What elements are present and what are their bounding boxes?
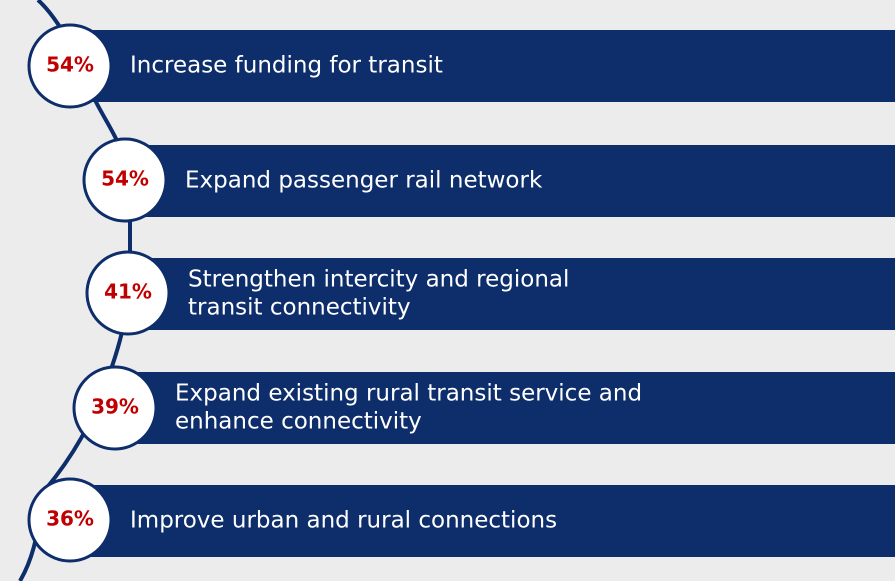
- item-bar: [125, 145, 895, 217]
- item-label: Strengthen intercity and regional: [188, 267, 569, 293]
- item-label: Expand existing rural transit service an…: [175, 381, 642, 407]
- percent-label: 54%: [46, 53, 94, 77]
- item-label: transit connectivity: [188, 295, 411, 321]
- percent-circle: [72, 365, 158, 451]
- percent-label: 54%: [101, 167, 149, 191]
- percent-circle: [85, 250, 171, 336]
- item-bar: [128, 258, 895, 330]
- item-label: Expand passenger rail network: [185, 168, 543, 194]
- percent-circle: [27, 23, 113, 109]
- percent-label: 41%: [104, 280, 152, 304]
- percent-circle: [27, 477, 113, 563]
- item-label: Increase funding for transit: [130, 53, 443, 79]
- item-label: enhance connectivity: [175, 409, 422, 435]
- item-bar: [115, 372, 895, 444]
- percent-label: 36%: [46, 507, 94, 531]
- percent-label: 39%: [91, 395, 139, 419]
- item-bar: [70, 485, 895, 557]
- item-label: Improve urban and rural connections: [130, 508, 557, 534]
- percent-circle: [82, 137, 168, 223]
- item-bar: [70, 30, 895, 102]
